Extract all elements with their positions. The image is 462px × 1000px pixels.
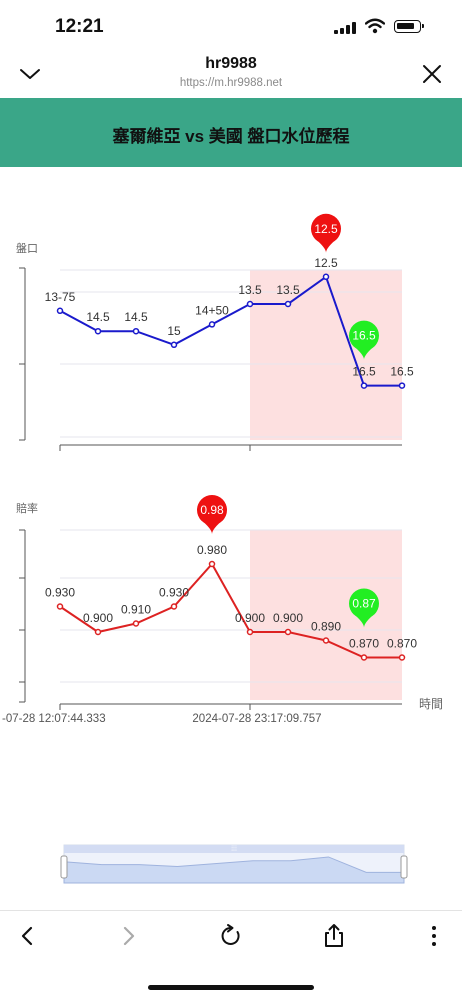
chart2-data-label: 0.930: [45, 586, 75, 600]
more-icon[interactable]: [420, 923, 448, 949]
chart1-data-label: 13.5: [238, 283, 262, 297]
chart2-point: [360, 654, 368, 661]
chart2-highlight-band: [250, 530, 402, 700]
share-icon[interactable]: [320, 923, 348, 949]
wifi-icon: [365, 18, 385, 34]
page-banner: [0, 98, 462, 167]
chart1-data-label: 14.5: [124, 310, 148, 324]
zoom-slider-drag-handle[interactable]: ⁞⁞⁞: [231, 846, 237, 853]
chart1-data-label: 13.5: [276, 283, 300, 297]
browser-toolbar: [0, 910, 462, 967]
chart2-data-label: 0.900: [273, 611, 303, 625]
chart1-y-axis-label: 盤口: [16, 242, 38, 255]
chart1-max-marker: [311, 213, 341, 244]
chart2-data-label: 0.930: [159, 586, 189, 600]
chart1-data-label: 16.5: [352, 365, 376, 379]
chart2-x-tick-label: -07-28 12:07:44.333: [2, 713, 106, 725]
chart1-point: [94, 327, 102, 335]
chart1-point: [56, 307, 64, 315]
chart1-point: [208, 321, 216, 328]
page-title: 塞爾維亞 vs 美國 盤口水位歷程: [112, 127, 350, 146]
close-icon[interactable]: [420, 62, 444, 86]
chart2-y-axis-label: 賠率: [16, 501, 38, 515]
status-time: 12:21: [55, 16, 104, 37]
chart1-data-label: 15: [167, 324, 181, 338]
chart2-point: [94, 628, 102, 636]
chevron-down-icon[interactable]: [18, 64, 42, 84]
chart2-x-axis-label: 時間: [419, 697, 443, 711]
back-arrow-icon[interactable]: [14, 923, 42, 949]
chart1-max-marker-label: 12.5: [314, 222, 338, 236]
home-indicator: [148, 985, 314, 990]
chart2-point: [56, 603, 64, 610]
chart2-data-label: 0.900: [235, 611, 265, 625]
chart2-data-label: 0.910: [121, 603, 151, 617]
chart2-data-label: 0.980: [197, 543, 227, 557]
chart1-point: [284, 300, 292, 308]
chart2-point: [398, 654, 406, 661]
chart2-min-marker-label: 0.87: [352, 597, 376, 611]
battery-icon: [394, 20, 424, 33]
chart2-point: [284, 628, 292, 636]
zoom-slider-preview-area[interactable]: [63, 856, 405, 884]
chart1-point: [246, 300, 254, 308]
zoom-slider-left-handle[interactable]: [60, 855, 68, 879]
chart1-data-label: 12.5: [314, 256, 338, 270]
chart1-min-marker-label: 16.5: [352, 329, 376, 343]
chart2-data-label: 0.900: [83, 611, 113, 625]
chart2-max-marker: [197, 495, 227, 525]
chart1-min-marker: [349, 320, 379, 351]
chart1-point: [322, 273, 330, 281]
chart2-point: [132, 620, 140, 627]
chart2-point: [246, 628, 254, 636]
reload-icon[interactable]: [217, 923, 245, 949]
chart2-min-marker: [349, 588, 379, 619]
cellular-signal-icon: [334, 22, 356, 34]
chart1-point: [170, 341, 178, 349]
zoom-slider-right-handle[interactable]: [400, 855, 408, 879]
site-title: hr9988: [205, 55, 257, 72]
chart1-point: [132, 327, 140, 335]
chart2-data-label: 0.870: [387, 637, 417, 651]
chart1-line: [59, 275, 402, 387]
chart2-point: [170, 603, 178, 610]
chart1-highlight-band: [250, 270, 402, 440]
chart2-data-label: 0.870: [349, 637, 379, 651]
chart1-point: [398, 382, 406, 389]
chart2-point: [208, 560, 216, 568]
chart1-point: [360, 382, 368, 389]
chart1-data-label: 14+50: [195, 303, 229, 317]
chart1-data-label: 13-75: [45, 290, 76, 304]
status-bar: 12:21: [0, 0, 462, 50]
zoom-slider-top-bar[interactable]: [64, 845, 404, 853]
chart2-x-tick-label: 2024-07-28 23:17:09.757: [192, 713, 321, 725]
chart2-max-marker-label: 0.98: [200, 503, 224, 517]
chart1-data-label: 16.5: [390, 365, 414, 379]
chart2-point: [322, 637, 330, 644]
chart2-line: [59, 562, 402, 659]
chart2-data-label: 0.890: [311, 620, 341, 634]
site-url[interactable]: https://m.hr9988.net: [179, 77, 283, 89]
forward-arrow-icon[interactable]: [114, 923, 142, 949]
chart1-data-label: 14.5: [86, 310, 110, 324]
